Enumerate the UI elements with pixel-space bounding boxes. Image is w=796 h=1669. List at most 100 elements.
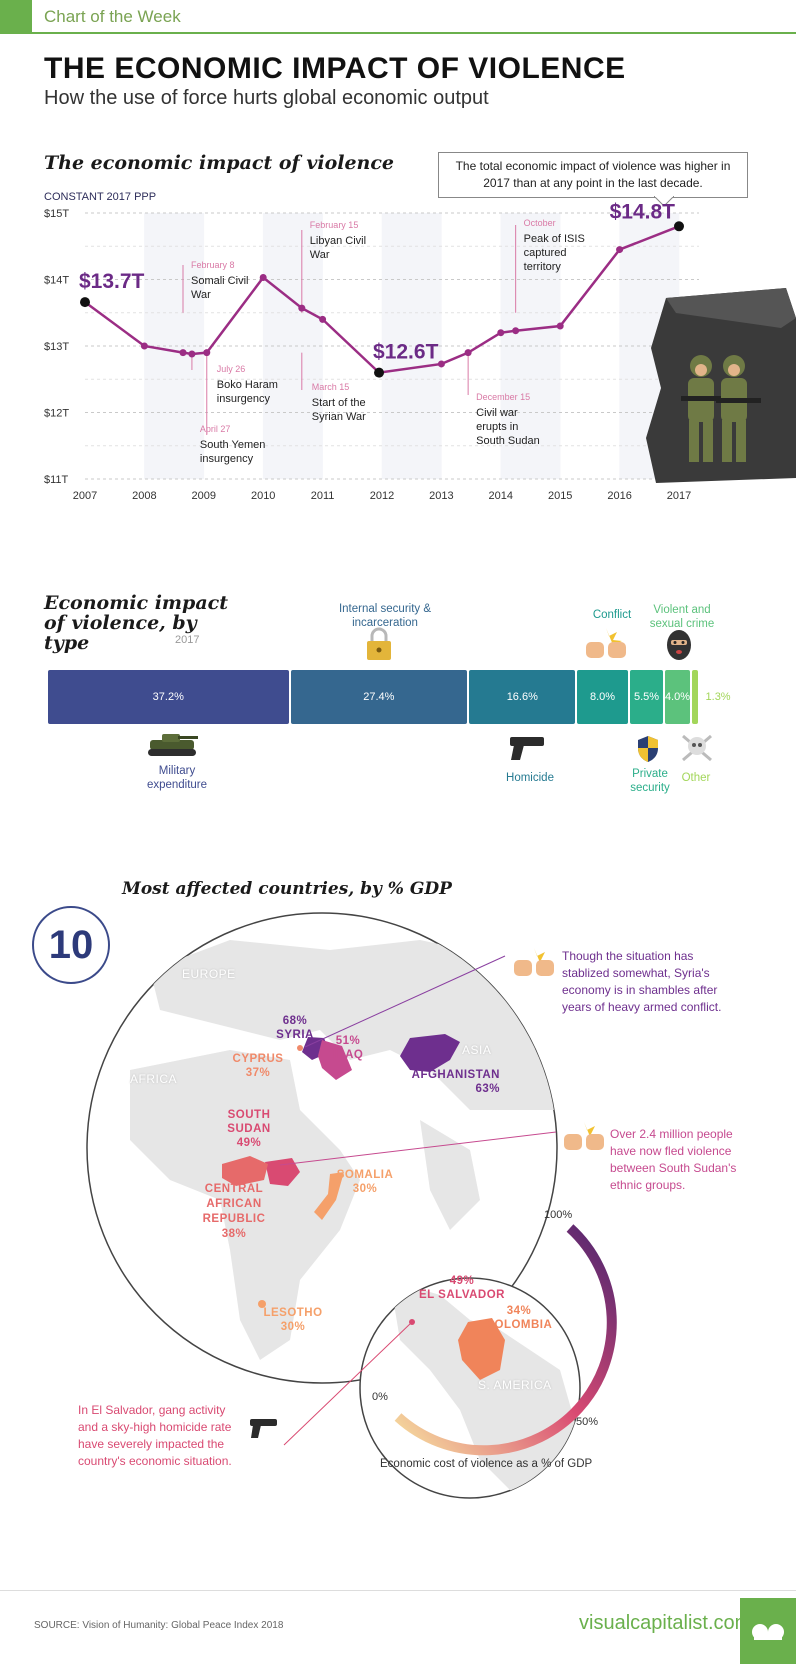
header-divider bbox=[0, 32, 796, 34]
country-afghanistan: AFGHANISTAN 63% bbox=[400, 1068, 500, 1096]
data-point bbox=[497, 329, 505, 337]
iraq-shape bbox=[318, 1040, 352, 1080]
data-point bbox=[140, 342, 148, 350]
tag-color-block bbox=[0, 0, 32, 32]
shield-icon bbox=[638, 736, 658, 762]
iraq-name: IRAQ bbox=[332, 1049, 364, 1061]
country-car: CENTRAL AFRICAN REPUBLIC 38% bbox=[198, 1182, 270, 1242]
brand-text[interactable]: visualcapitalist.com bbox=[579, 1612, 752, 1634]
countries-title: Most affected countries, by % GDP bbox=[122, 879, 452, 899]
series-line bbox=[84, 225, 680, 374]
somalia-shape bbox=[314, 1172, 344, 1220]
region-asia: ASIA bbox=[462, 1043, 492, 1057]
note-syria: Though the situation has stablized somew… bbox=[562, 949, 722, 1014]
data-point bbox=[556, 322, 564, 330]
south-sudan-pct: 49% bbox=[236, 1137, 262, 1149]
data-point bbox=[203, 349, 211, 357]
colombia-name: COLOMBIA bbox=[485, 1319, 553, 1331]
bar-value-label: 8.0% bbox=[589, 691, 616, 703]
label-homicide: Homicide bbox=[506, 772, 554, 784]
world-map bbox=[86, 912, 617, 1499]
bar-segment-5: 4.0% bbox=[664, 670, 691, 724]
label-conflict: Conflict bbox=[592, 609, 632, 621]
bar-value-label: 27.4% bbox=[363, 691, 395, 703]
fist-bump-icon bbox=[514, 948, 554, 976]
event-date: March 15 bbox=[312, 382, 350, 392]
y-axis-label: CONSTANT 2017 PPP bbox=[44, 191, 157, 203]
brand-logo[interactable] bbox=[740, 1598, 796, 1664]
bar-segment-6: 1.3% bbox=[691, 670, 731, 724]
brand-logo-icon bbox=[752, 1624, 784, 1640]
x-tick-label: 2007 bbox=[73, 490, 97, 500]
event-label: South Yemen bbox=[200, 439, 265, 451]
data-point bbox=[437, 360, 445, 368]
south-sudan-shape bbox=[265, 1158, 300, 1186]
car-pct: 38% bbox=[221, 1228, 247, 1240]
somalia-name: SOMALIA bbox=[336, 1169, 394, 1181]
stacked-bar: 37.2% 27.4% 16.6% 8.0% 5.5% 4.0% 1.3% bbox=[48, 670, 731, 724]
scale-mid: 50% bbox=[576, 1416, 599, 1428]
x-tick-label: 2015 bbox=[548, 490, 572, 500]
lock-icon bbox=[367, 627, 391, 660]
bar-value-label: 1.3% bbox=[705, 691, 731, 703]
event-date: December 15 bbox=[476, 392, 530, 402]
syria-name: SYRIA bbox=[276, 1029, 314, 1041]
iraq-pct: 51% bbox=[335, 1035, 361, 1047]
note-south-sudan: Over 2.4 million people have now fled vi… bbox=[610, 1127, 737, 1192]
highlight-point bbox=[374, 367, 385, 378]
bar-segment-3: 8.0% bbox=[577, 670, 628, 724]
lesotho-shape bbox=[258, 1300, 266, 1308]
event-date: July 26 bbox=[217, 364, 246, 374]
country-somalia: SOMALIA 30% bbox=[334, 1168, 396, 1196]
data-point bbox=[319, 315, 327, 323]
cyprus-name: CYPRUS bbox=[232, 1053, 284, 1065]
page-subtitle: How the use of force hurts global econom… bbox=[44, 87, 489, 109]
highlight-label: $12.6T bbox=[373, 341, 439, 364]
data-point bbox=[616, 246, 624, 254]
page-title: THE ECONOMIC IMPACT OF VIOLENCE bbox=[44, 52, 626, 85]
callout-box: The total economic impact of violence wa… bbox=[438, 152, 748, 198]
soldiers-illustration bbox=[646, 288, 796, 483]
bar-chart-title: Economic impact of violence, by type bbox=[44, 593, 234, 653]
event-label: territory bbox=[524, 261, 562, 273]
event-label: War bbox=[310, 249, 330, 261]
syria-pct: 68% bbox=[282, 1015, 308, 1027]
region-south-america: S. AMERICA bbox=[478, 1378, 552, 1392]
label-internal-security: Internal security & incarceration bbox=[338, 603, 432, 629]
bar-chart-year: 2017 bbox=[175, 634, 200, 646]
data-point bbox=[188, 350, 196, 358]
bar-segment-4: 5.5% bbox=[629, 670, 664, 724]
cyprus-pct: 37% bbox=[245, 1067, 271, 1079]
el-salvador-pct: 49% bbox=[449, 1275, 475, 1287]
x-tick-label: 2013 bbox=[429, 490, 453, 500]
note-el-salvador: In El Salvador, gang activity and a sky-… bbox=[78, 1403, 232, 1468]
car-shape bbox=[222, 1156, 268, 1186]
el-salvador-name: EL SALVADOR bbox=[418, 1289, 505, 1301]
event-label: South Sudan bbox=[476, 435, 540, 447]
y-tick-label: $15T bbox=[44, 208, 69, 220]
event-label: insurgency bbox=[200, 453, 254, 465]
afghanistan-name: AFGHANISTAN bbox=[411, 1069, 500, 1081]
data-point bbox=[259, 274, 267, 282]
balaclava-icon bbox=[667, 630, 691, 660]
source-text: SOURCE: Vision of Humanity: Global Peace… bbox=[34, 1620, 284, 1631]
x-tick-label: 2010 bbox=[251, 490, 275, 500]
scale-max: 100% bbox=[544, 1209, 573, 1221]
callout-text: The total economic impact of violence wa… bbox=[455, 159, 731, 190]
country-south-sudan: SOUTH SUDAN 49% bbox=[222, 1108, 276, 1150]
label-military: Military expenditure bbox=[146, 765, 208, 791]
event-label: Peak of ISIS bbox=[524, 233, 585, 245]
region-europe: EUROPE bbox=[182, 967, 236, 981]
country-cyprus: CYPRUS 37% bbox=[228, 1052, 288, 1080]
bar-value-label: 4.0% bbox=[664, 691, 691, 703]
bar-value-label: 5.5% bbox=[633, 691, 660, 703]
event-label: erupts in bbox=[476, 421, 518, 433]
bar-chart-title-text: Economic impact of violence, by type bbox=[44, 592, 228, 654]
event-label: Start of the bbox=[312, 397, 366, 409]
line-chart: $11T $12T $13T $14T $15T 2007 2008 2009 2010 2011… bbox=[44, 200, 699, 500]
highlight-point bbox=[80, 297, 90, 308]
label-violent-crime: Violent and sexual crime bbox=[649, 604, 715, 630]
footer-divider bbox=[0, 1590, 796, 1591]
data-point bbox=[512, 327, 520, 335]
scale-min: 0% bbox=[372, 1391, 388, 1403]
